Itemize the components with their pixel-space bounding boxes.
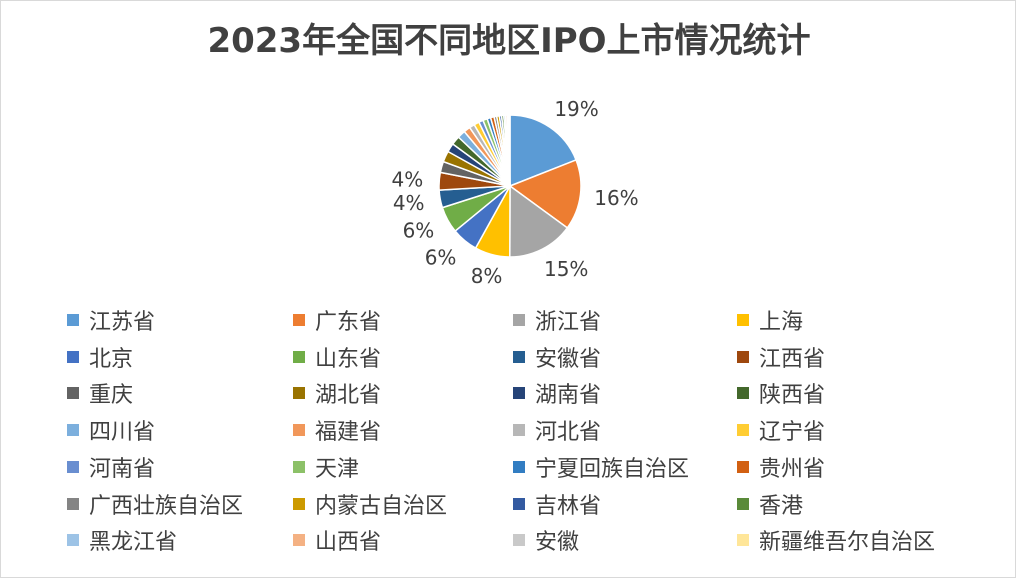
legend-item-6: 安徽省 (513, 342, 601, 372)
legend-label: 黑龙江省 (89, 530, 178, 556)
legend-item-22: 吉林省 (513, 489, 601, 519)
legend-swatch (293, 314, 305, 326)
legend-swatch (67, 460, 79, 473)
legend-label: 湖北省 (315, 383, 382, 409)
data-label-4: 6% (425, 245, 457, 269)
legend-item-12: 四川省 (67, 415, 155, 445)
legend-item-5: 山东省 (293, 342, 381, 372)
legend-item-11: 陕西省 (737, 378, 825, 408)
legend-label: 香港 (759, 493, 804, 519)
pie-slice-2 (509, 184, 569, 258)
pie-chart: 19% 16% 15% 8% 6% 6% 4%4% (391, 97, 638, 288)
legend-swatch (737, 350, 749, 363)
legend-item-9: 湖北省 (293, 378, 381, 408)
legend-label: 宁夏回族自治区 (535, 456, 690, 482)
legend-swatch (737, 497, 749, 510)
legend-swatch (737, 387, 749, 400)
legend-label: 山东省 (315, 346, 382, 372)
legend-item-0: 江苏省 (67, 305, 155, 335)
chart-title: 2023年全国不同地区IPO上市情况统计 (207, 21, 811, 61)
legend-item-23: 香港 (737, 489, 803, 519)
data-label-5: 6% (403, 218, 435, 242)
legend-swatch (737, 534, 749, 547)
legend-swatch (737, 460, 749, 473)
legend-item-25: 山西省 (293, 525, 381, 555)
legend-swatch (67, 534, 79, 547)
data-label-1: 16% (594, 186, 638, 210)
legend-swatch (67, 497, 79, 510)
legend-item-4: 北京 (67, 342, 133, 372)
legend-label: 四川省 (89, 420, 156, 446)
legend-swatch (513, 350, 525, 363)
legend-label: 湖南省 (535, 383, 602, 409)
legend-item-27: 新疆维吾尔自治区 (737, 525, 935, 555)
legend-item-7: 江西省 (737, 342, 825, 372)
legend-swatch (737, 314, 749, 326)
legend-item-3: 上海 (737, 305, 803, 335)
legend-item-15: 辽宁省 (737, 415, 825, 445)
legend-swatch (513, 460, 525, 473)
legend-label: 安徽省 (535, 346, 602, 372)
legend-item-1: 广东省 (293, 305, 381, 335)
pie-slice-0 (509, 114, 578, 188)
legend-item-13: 福建省 (293, 415, 381, 445)
legend-item-21: 内蒙古自治区 (293, 489, 447, 519)
legend-swatch (513, 424, 525, 437)
legend-label: 河南省 (89, 456, 156, 482)
legend-swatch (293, 387, 305, 400)
legend-label: 辽宁省 (759, 420, 826, 446)
legend-item-26: 安徽 (513, 525, 579, 555)
data-label-7: 4% (391, 168, 423, 192)
legend-label: 福建省 (315, 420, 382, 446)
legend-item-20: 广西壮族自治区 (67, 489, 243, 519)
legend-swatch (737, 424, 749, 437)
data-label-0: 19% (554, 97, 598, 121)
legend-swatch (293, 534, 305, 547)
pie-slice-27 (507, 114, 511, 187)
legend-label: 广东省 (315, 310, 382, 335)
legend-label: 上海 (759, 310, 804, 335)
legend-swatch (67, 387, 79, 400)
legend-label: 江西省 (759, 346, 826, 372)
legend-label: 重庆 (89, 383, 134, 409)
legend-label: 新疆维吾尔自治区 (759, 530, 936, 556)
legend-swatch (293, 424, 305, 437)
legend-swatch (293, 460, 305, 473)
legend-item-18: 宁夏回族自治区 (513, 452, 689, 482)
legend-item-10: 湖南省 (513, 378, 601, 408)
data-label-2: 15% (544, 257, 588, 281)
legend-swatch (67, 314, 79, 326)
legend-item-14: 河北省 (513, 415, 601, 445)
legend-swatch (67, 350, 79, 363)
legend-item-17: 天津 (293, 452, 359, 482)
legend-swatch (293, 497, 305, 510)
legend-label: 浙江省 (535, 310, 602, 335)
legend-swatch (513, 497, 525, 510)
legend-item-24: 黑龙江省 (67, 525, 177, 555)
legend-label: 广西壮族自治区 (89, 493, 244, 519)
legend-label: 北京 (89, 346, 134, 372)
legend-swatch (513, 534, 525, 547)
legend-swatch (513, 387, 525, 400)
pie-slice-1 (508, 158, 582, 229)
data-label-3: 8% (471, 264, 503, 288)
legend-swatch (67, 424, 79, 437)
legend-swatch (293, 350, 305, 363)
data-label-6: 4% (393, 191, 425, 215)
legend-item-8: 重庆 (67, 378, 133, 408)
legend-label: 江苏省 (89, 310, 156, 335)
legend-item-2: 浙江省 (513, 305, 601, 335)
legend-label: 吉林省 (535, 493, 602, 519)
legend-label: 陕西省 (759, 383, 826, 409)
legend-label: 内蒙古自治区 (315, 493, 448, 519)
legend-label: 天津 (315, 456, 360, 482)
legend-label: 山西省 (315, 530, 382, 556)
legend-label: 安徽 (535, 530, 580, 556)
legend-item-19: 贵州省 (737, 452, 825, 482)
legend-item-16: 河南省 (67, 452, 155, 482)
legend-label: 河北省 (535, 420, 602, 446)
legend-label: 贵州省 (759, 456, 826, 482)
legend-swatch (513, 314, 525, 326)
